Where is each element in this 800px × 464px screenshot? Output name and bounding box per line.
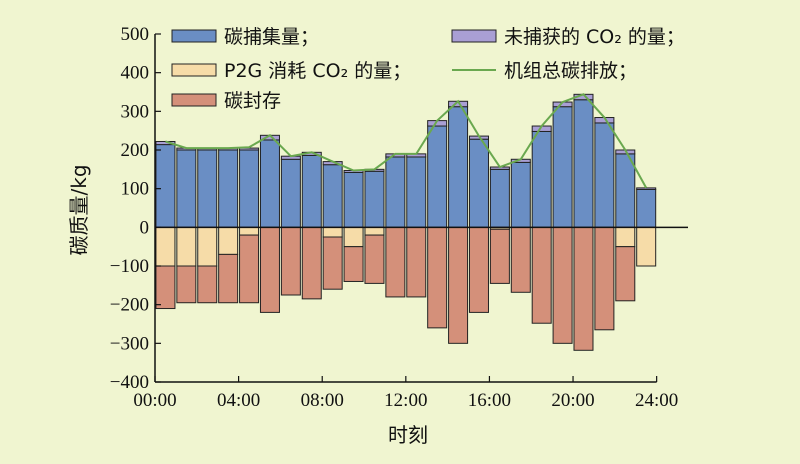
bar-storage-8	[322, 236, 343, 290]
legend-swatch-2	[171, 63, 217, 77]
legend-swatch-4	[171, 93, 217, 107]
bar-storage-21	[594, 226, 615, 331]
bar-capture-16	[489, 168, 510, 228]
y-tick-label: 100	[121, 179, 150, 200]
bar-p2g-2	[197, 226, 218, 267]
bars-layer	[155, 93, 657, 351]
bar-storage-18	[531, 226, 552, 324]
legend-label: 碳封存	[224, 90, 281, 112]
bar-capture-6	[280, 158, 301, 228]
bar-storage-20	[573, 226, 594, 351]
bar-p2g-10	[364, 226, 385, 236]
bar-capture-0	[155, 144, 176, 228]
y-tick-label: −400	[110, 372, 149, 393]
bar-storage-22	[615, 246, 636, 302]
bar-storage-13	[427, 226, 448, 329]
bar-capture-5	[259, 139, 280, 228]
bar-storage-15	[468, 226, 489, 313]
bar-capture-15	[468, 138, 489, 228]
bar-storage-7	[301, 226, 322, 300]
bar-capture-8	[322, 164, 343, 228]
y-tick-label: 300	[121, 101, 150, 122]
bar-storage-12	[406, 226, 427, 298]
y-tick-label: 0	[140, 217, 150, 238]
bar-storage-10	[364, 234, 385, 284]
bar-capture-12	[406, 156, 427, 228]
bar-storage-0	[155, 265, 176, 310]
bar-p2g-22	[615, 226, 636, 248]
bar-capture-14	[448, 106, 469, 228]
bar-capture-3	[218, 149, 239, 228]
bar-capture-17	[510, 161, 531, 228]
bar-storage-16	[489, 228, 510, 284]
bar-storage-2	[197, 265, 218, 304]
bar-storage-4	[239, 234, 260, 304]
bar-p2g-0	[155, 226, 176, 267]
x-tick-label: 16:00	[468, 390, 511, 411]
y-tick-label: 200	[121, 140, 150, 161]
legend: 碳捕集量； 未捕获的 CO₂ 的量； P2G 消耗 CO₂ 的量； 机组总碳排放； 碳封…	[171, 26, 685, 112]
bar-capture-21	[594, 122, 615, 228]
x-tick-label: 24:00	[635, 390, 678, 411]
bar-storage-9	[343, 246, 364, 282]
x-axis-title: 时刻	[388, 423, 428, 447]
bar-capture-20	[573, 99, 594, 228]
bar-capture-7	[301, 154, 322, 228]
bar-storage-14	[448, 226, 469, 344]
bar-capture-22	[615, 153, 636, 228]
bar-uncaptured-23	[636, 187, 657, 190]
bar-capture-2	[197, 149, 218, 228]
bar-capture-18	[531, 130, 552, 228]
bar-storage-19	[552, 226, 573, 344]
y-tick-label: 400	[121, 63, 150, 84]
bar-storage-17	[510, 226, 531, 293]
bar-storage-1	[176, 265, 197, 304]
legend-swatch-1	[451, 29, 497, 43]
x-tick-label: 20:00	[551, 390, 594, 411]
bar-p2g-3	[218, 226, 239, 255]
bar-p2g-8	[322, 226, 343, 238]
legend-swatch-0	[171, 29, 217, 43]
bar-storage-11	[385, 226, 406, 298]
legend-label: 碳捕集量；	[224, 26, 319, 48]
line-layer	[165, 93, 648, 189]
bar-storage-6	[280, 226, 301, 296]
legend-label: 未捕获的 CO₂ 的量；	[504, 26, 685, 48]
x-tick-label: 00:00	[133, 390, 176, 411]
legend-label: 机组总碳排放；	[504, 60, 637, 82]
bar-p2g-23	[636, 226, 657, 267]
bar-p2g-9	[343, 226, 364, 248]
bar-storage-5	[259, 226, 280, 313]
y-tick-label: −100	[110, 256, 149, 277]
axes-layer: −400 −300 −200 −100 0 100 200 300 400 500 00:00 04:…	[110, 24, 688, 411]
legend-label: P2G 消耗 CO₂ 的量；	[224, 60, 411, 82]
emission-line	[165, 93, 648, 189]
x-tick-label: 04:00	[217, 390, 260, 411]
bar-capture-1	[176, 149, 197, 228]
bar-p2g-1	[176, 226, 197, 267]
bar-capture-13	[427, 125, 448, 228]
y-tick-label: −200	[110, 295, 149, 316]
bar-capture-19	[552, 106, 573, 228]
y-tick-label: −300	[110, 333, 149, 354]
x-tick-label: 08:00	[301, 390, 344, 411]
bar-capture-4	[239, 149, 260, 228]
bar-p2g-4	[239, 226, 260, 236]
bar-capture-11	[385, 156, 406, 228]
bar-storage-3	[218, 253, 239, 304]
y-axis-title: 碳质量/kg	[67, 164, 91, 255]
x-tick-label: 12:00	[384, 390, 427, 411]
bar-capture-10	[364, 170, 385, 228]
bar-capture-9	[343, 171, 364, 228]
bar-capture-23	[636, 188, 657, 228]
y-tick-label: 500	[121, 24, 150, 45]
